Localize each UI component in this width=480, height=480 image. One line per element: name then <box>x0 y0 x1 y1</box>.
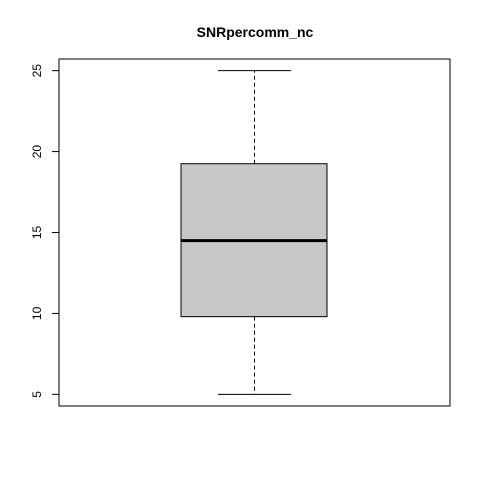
y-tick-label: 20 <box>30 145 44 159</box>
y-tick-label: 25 <box>30 64 44 78</box>
chart-title: SNRpercomm_nc <box>197 24 314 40</box>
y-axis: 5 10 15 20 25 <box>30 64 60 398</box>
y-tick-label: 10 <box>30 306 44 320</box>
y-tick-label: 5 <box>30 391 44 398</box>
box-group <box>180 70 328 395</box>
y-tick-label: 15 <box>30 226 44 240</box>
